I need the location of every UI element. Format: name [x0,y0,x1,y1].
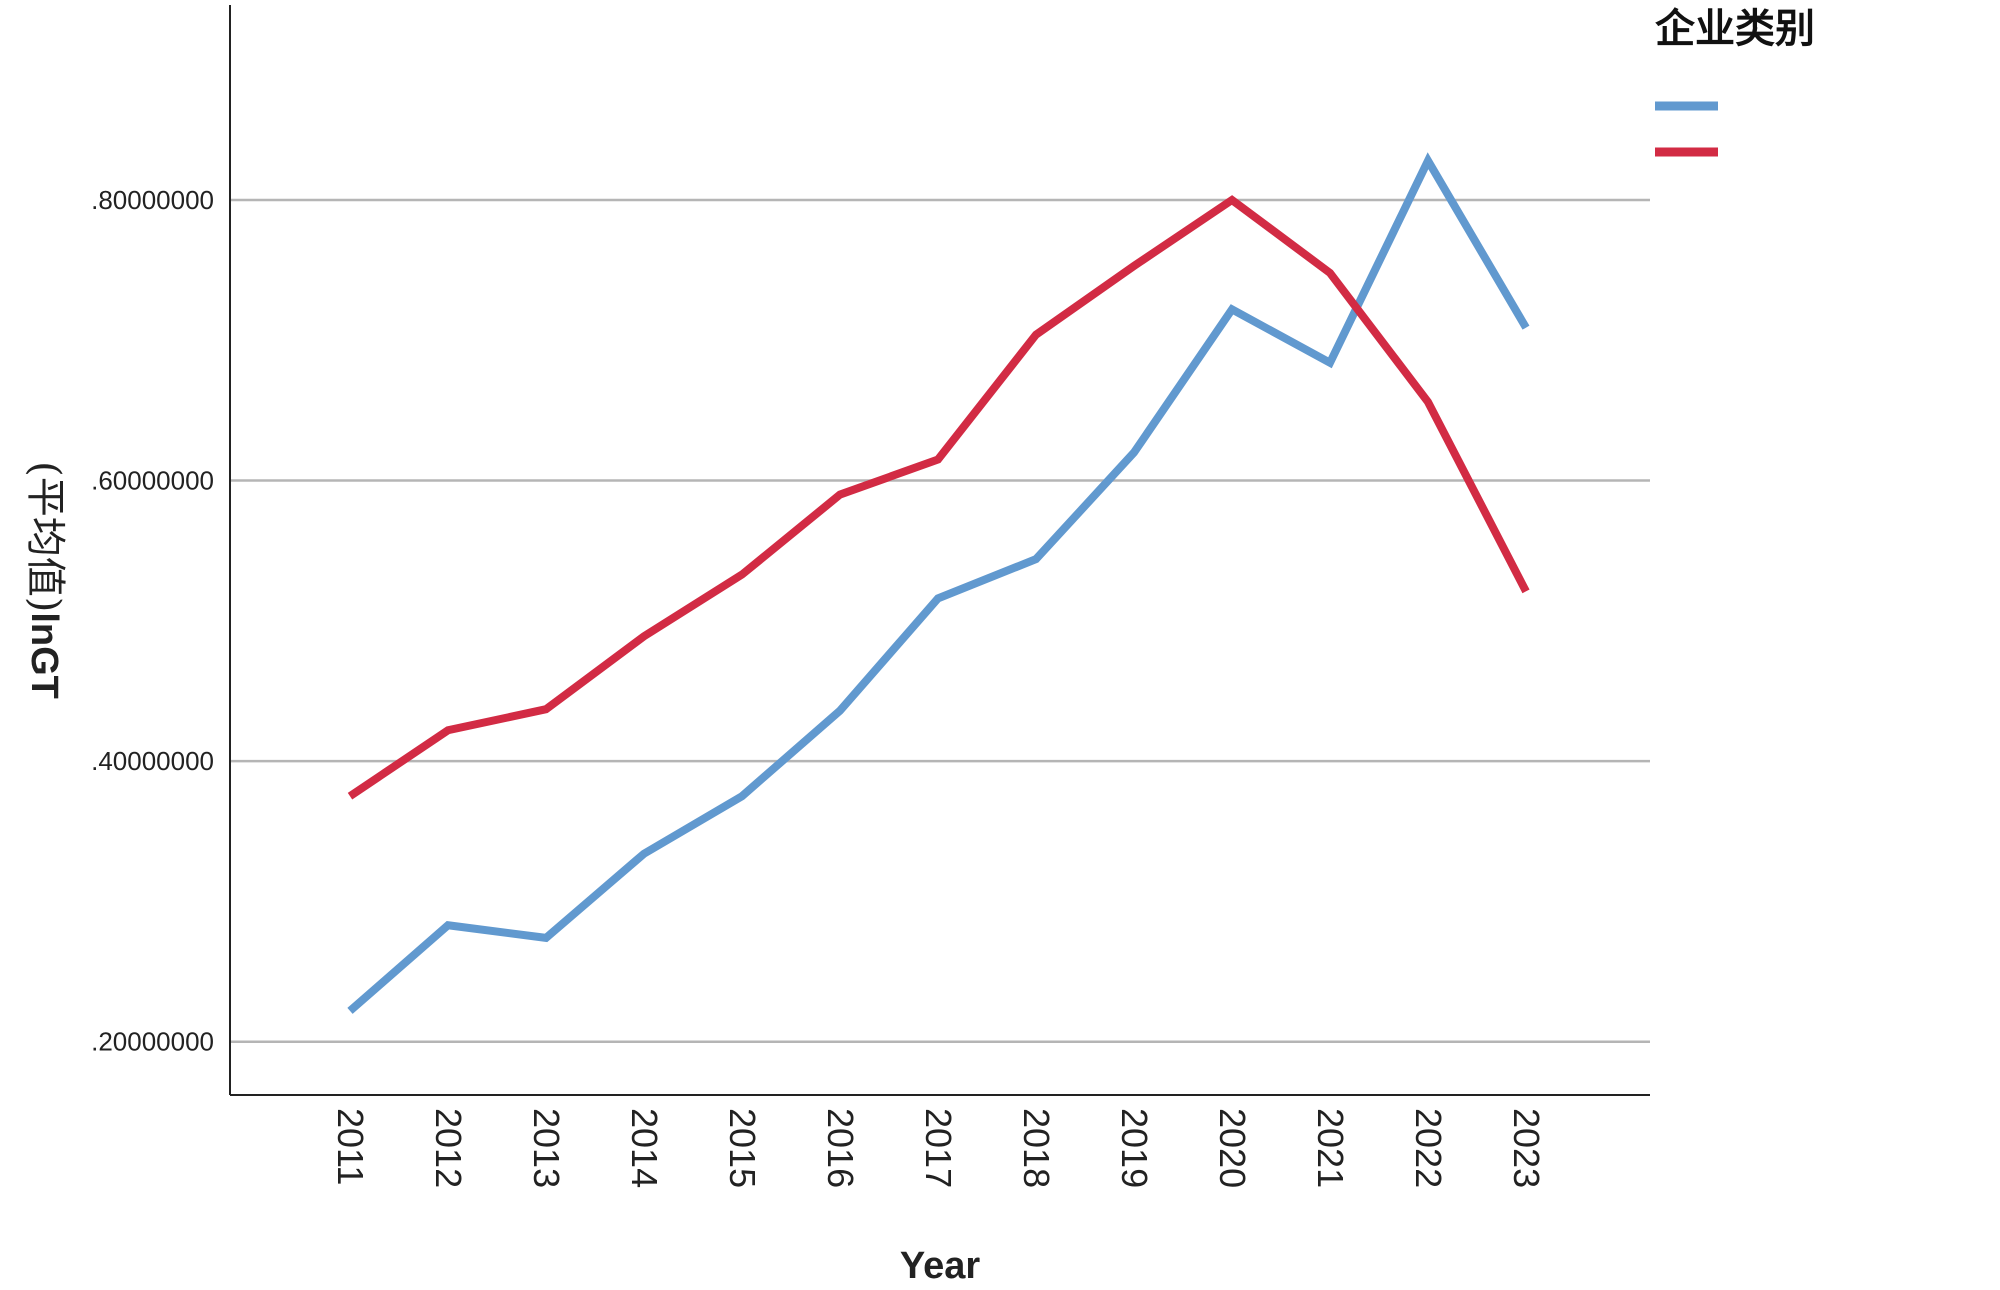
gridlines [230,198,1650,1043]
y-tick-label: .40000000 [91,746,214,776]
x-tick-label: 2014 [624,1108,665,1188]
y-tick-label: .60000000 [91,466,214,496]
legend-title: 企业类别 [1655,6,1815,52]
x-tick-label: 2012 [428,1108,469,1188]
legend: 企业类别 [1655,6,1815,157]
x-tick-label: 2023 [1506,1108,1547,1188]
series-lines [347,152,1530,1014]
series-line-1 [347,152,1530,1014]
y-tick-labels: .20000000 .40000000 .60000000 .80000000 [91,185,214,1057]
x-tick-label: 2013 [526,1108,567,1188]
y-tick-label: .20000000 [91,1027,214,1057]
x-tick-label: 2021 [1310,1108,1351,1188]
legend-swatches [1655,101,1718,157]
y-axis-title: (平均值)lnGT [22,461,68,699]
x-axis-title: Year [900,1245,981,1287]
x-tick-label: 2022 [1408,1108,1449,1188]
x-tick-label: 2011 [330,1108,371,1185]
x-tick-label: 2020 [1212,1108,1253,1188]
x-tick-label: 2015 [722,1108,763,1188]
svg-text:(平均值)lnGT: (平均值)lnGT [22,461,68,699]
y-axis-title-prefix: (平均值) [22,461,68,612]
axes [229,5,1650,1096]
x-tick-label: 2019 [1114,1108,1155,1188]
x-tick-labels: 2011 2012 2013 2014 2015 2016 2017 2018 2019 2020… [330,1108,1547,1188]
y-tick-label: .80000000 [91,185,214,215]
y-axis-title-suffix: lnGT [23,612,65,699]
x-tick-label: 2016 [820,1108,861,1188]
x-tick-label: 2018 [1016,1108,1057,1188]
series-line-2 [347,195,1530,800]
x-tick-label: 2017 [918,1108,959,1188]
